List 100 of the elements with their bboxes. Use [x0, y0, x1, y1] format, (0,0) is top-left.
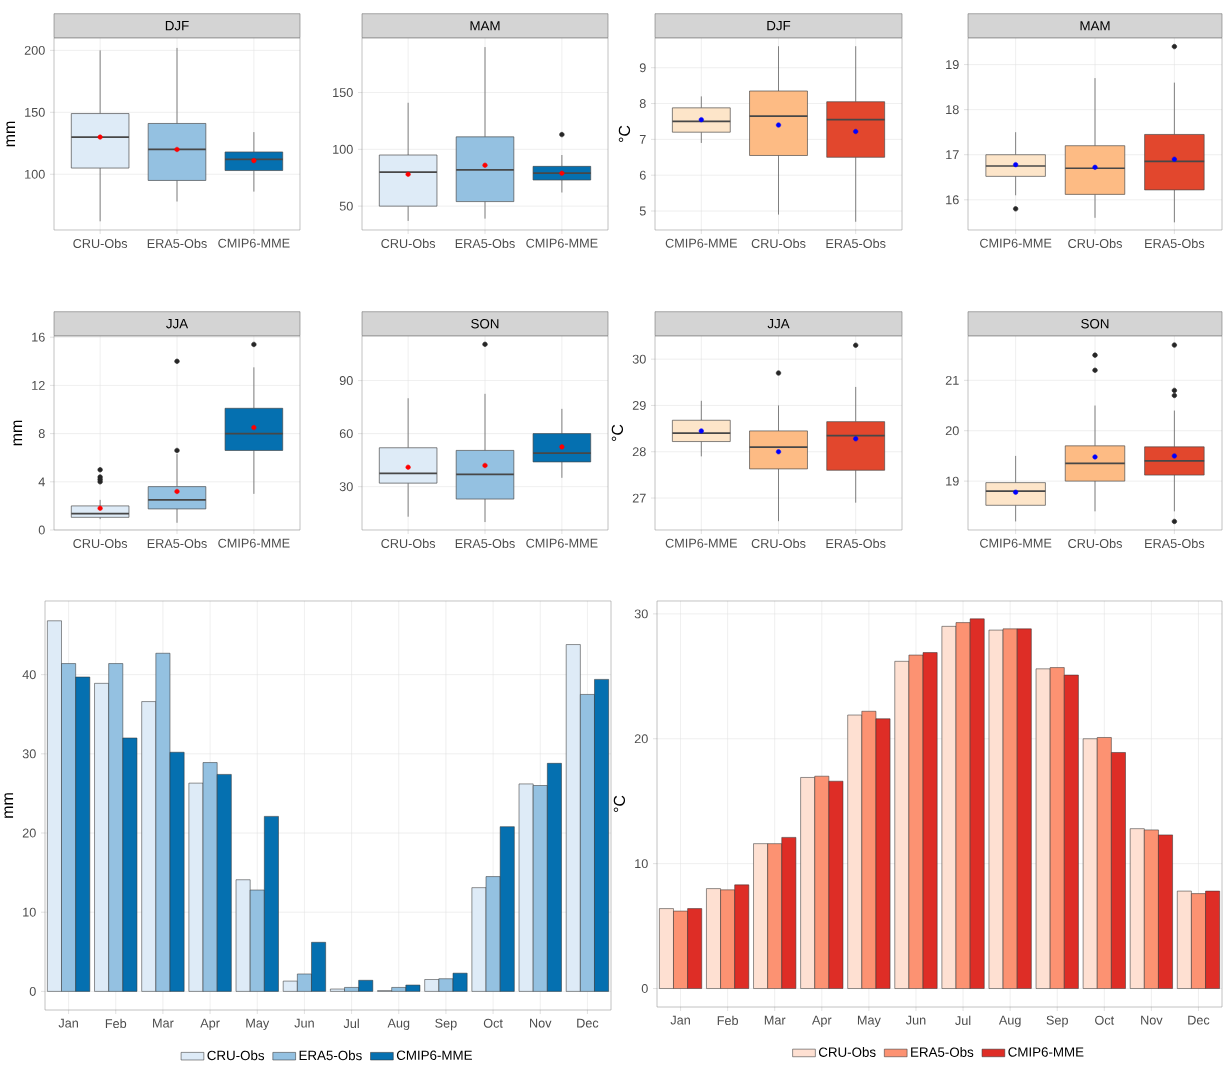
- x-tick-label: CMIP6-MME: [665, 538, 738, 548]
- chart-title: JJA: [166, 319, 189, 329]
- y-tick-label: 30: [22, 749, 36, 759]
- x-tick-label: Feb: [105, 1018, 127, 1029]
- x-tick-label: Sep: [1046, 1015, 1068, 1028]
- x-tick-label: Oct: [483, 1018, 503, 1028]
- x-tick-label: Mar: [153, 1018, 174, 1028]
- legend-label: ERA5-Obs: [911, 1047, 974, 1057]
- x-tick-label: ERA5-Obs: [455, 538, 515, 549]
- y-tick-label: 10: [635, 859, 648, 869]
- chart-title: SON: [471, 319, 499, 329]
- y-tick-label: 30: [339, 482, 353, 492]
- x-tick-label: Apr: [811, 1015, 832, 1028]
- chart-title: MAM: [1080, 21, 1110, 31]
- y-tick-label: 20: [22, 828, 36, 838]
- x-tick-label: Mar: [764, 1015, 786, 1025]
- y-tick-label: 16: [946, 195, 959, 205]
- legend-label: CRU-Obs: [207, 1050, 265, 1061]
- y-tick-label: 21: [945, 375, 959, 385]
- y-tick-label: 8: [639, 99, 646, 109]
- x-tick-label: CRU-Obs: [381, 238, 436, 249]
- y-tick-label: 9: [639, 63, 646, 73]
- y-tick-label: 60: [339, 429, 353, 439]
- y-tick-label: 7: [639, 135, 646, 144]
- y-axis-title: °C: [613, 795, 626, 813]
- x-tick-label: ERA5-Obs: [147, 238, 207, 249]
- y-tick-label: 0: [38, 525, 45, 535]
- x-tick-label: CMIP6-MME: [218, 238, 290, 248]
- x-tick-label: Oct: [1095, 1015, 1115, 1025]
- x-tick-label: Jan: [58, 1018, 78, 1028]
- x-tick-label: Feb: [717, 1015, 739, 1026]
- x-tick-label: CMIP6-MME: [665, 238, 738, 248]
- y-axis-title: °C: [611, 424, 624, 442]
- y-tick-label: 200: [24, 45, 45, 55]
- y-tick-label: 4: [38, 477, 45, 487]
- y-axis-title: mm: [6, 121, 15, 147]
- y-tick-label: 0: [641, 984, 648, 993]
- x-tick-label: May: [246, 1018, 270, 1031]
- y-tick-label: 27: [632, 493, 646, 503]
- y-tick-label: 20: [945, 426, 959, 436]
- y-tick-label: 40: [22, 670, 36, 680]
- y-axis-title: °C: [618, 125, 631, 143]
- x-tick-label: ERA5-Obs: [826, 238, 886, 249]
- y-tick-label: 12: [32, 380, 45, 390]
- y-tick-label: 150: [25, 107, 45, 117]
- y-axis-title: mm: [4, 793, 14, 818]
- x-tick-label: CRU-Obs: [1068, 238, 1122, 249]
- x-tick-label: Aug: [998, 1015, 1021, 1028]
- y-tick-label: 30: [634, 609, 648, 619]
- x-tick-label: CRU-Obs: [751, 538, 806, 549]
- y-tick-label: 8: [38, 429, 45, 439]
- chart-title: SON: [1081, 319, 1109, 329]
- x-tick-label: CRU-Obs: [1068, 538, 1122, 549]
- x-tick-label: ERA5-Obs: [1145, 238, 1205, 249]
- y-tick-label: 100: [333, 144, 353, 154]
- x-tick-label: CMIP6-MME: [980, 538, 1052, 548]
- x-tick-label: Apr: [200, 1018, 220, 1031]
- chart-title: DJF: [767, 21, 791, 31]
- y-tick-label: 10: [23, 907, 36, 917]
- y-tick-label: 29: [632, 400, 646, 410]
- y-tick-label: 100: [25, 169, 45, 179]
- x-tick-label: ERA5-Obs: [147, 538, 207, 549]
- x-tick-label: Aug: [387, 1018, 410, 1031]
- x-tick-label: Jun: [294, 1018, 314, 1028]
- y-tick-label: 5: [639, 206, 646, 216]
- x-tick-label: CMIP6-MME: [218, 538, 290, 548]
- y-tick-label: 19: [946, 60, 959, 70]
- y-tick-label: 17: [946, 150, 959, 160]
- x-tick-label: Jul: [955, 1015, 971, 1026]
- x-tick-label: Dec: [577, 1018, 599, 1028]
- x-tick-label: May: [857, 1015, 881, 1028]
- x-tick-label: Jul: [343, 1018, 359, 1029]
- y-tick-label: 0: [29, 986, 36, 996]
- x-tick-label: CRU-Obs: [73, 238, 128, 249]
- x-tick-label: ERA5-Obs: [455, 238, 515, 249]
- y-tick-label: 20: [634, 734, 648, 744]
- y-tick-label: 18: [946, 105, 959, 115]
- chart-title: DJF: [165, 21, 189, 31]
- y-tick-label: 50: [339, 201, 353, 211]
- legend-label: CMIP6-MME: [396, 1050, 472, 1060]
- x-tick-label: CMIP6-MME: [526, 238, 598, 248]
- chart-title: MAM: [470, 21, 500, 31]
- x-tick-label: Sep: [435, 1018, 457, 1031]
- y-tick-label: 90: [339, 376, 353, 386]
- x-tick-label: Nov: [530, 1018, 552, 1028]
- x-tick-label: ERA5-Obs: [826, 538, 886, 549]
- x-tick-label: Dec: [1188, 1015, 1210, 1025]
- x-tick-label: Jun: [905, 1015, 926, 1025]
- x-tick-label: CRU-Obs: [751, 238, 806, 249]
- y-tick-label: 28: [632, 447, 646, 457]
- y-tick-label: 6: [639, 170, 646, 180]
- chart-title: JJA: [767, 319, 790, 329]
- y-tick-label: 16: [32, 332, 45, 342]
- y-tick-label: 30: [632, 354, 646, 364]
- x-tick-label: ERA5-Obs: [1145, 538, 1205, 549]
- y-tick-label: 19: [946, 476, 959, 486]
- y-tick-label: 150: [333, 88, 353, 98]
- legend-label: CRU-Obs: [818, 1047, 876, 1057]
- legend-label: ERA5-Obs: [299, 1050, 362, 1061]
- x-tick-label: Nov: [1141, 1015, 1163, 1025]
